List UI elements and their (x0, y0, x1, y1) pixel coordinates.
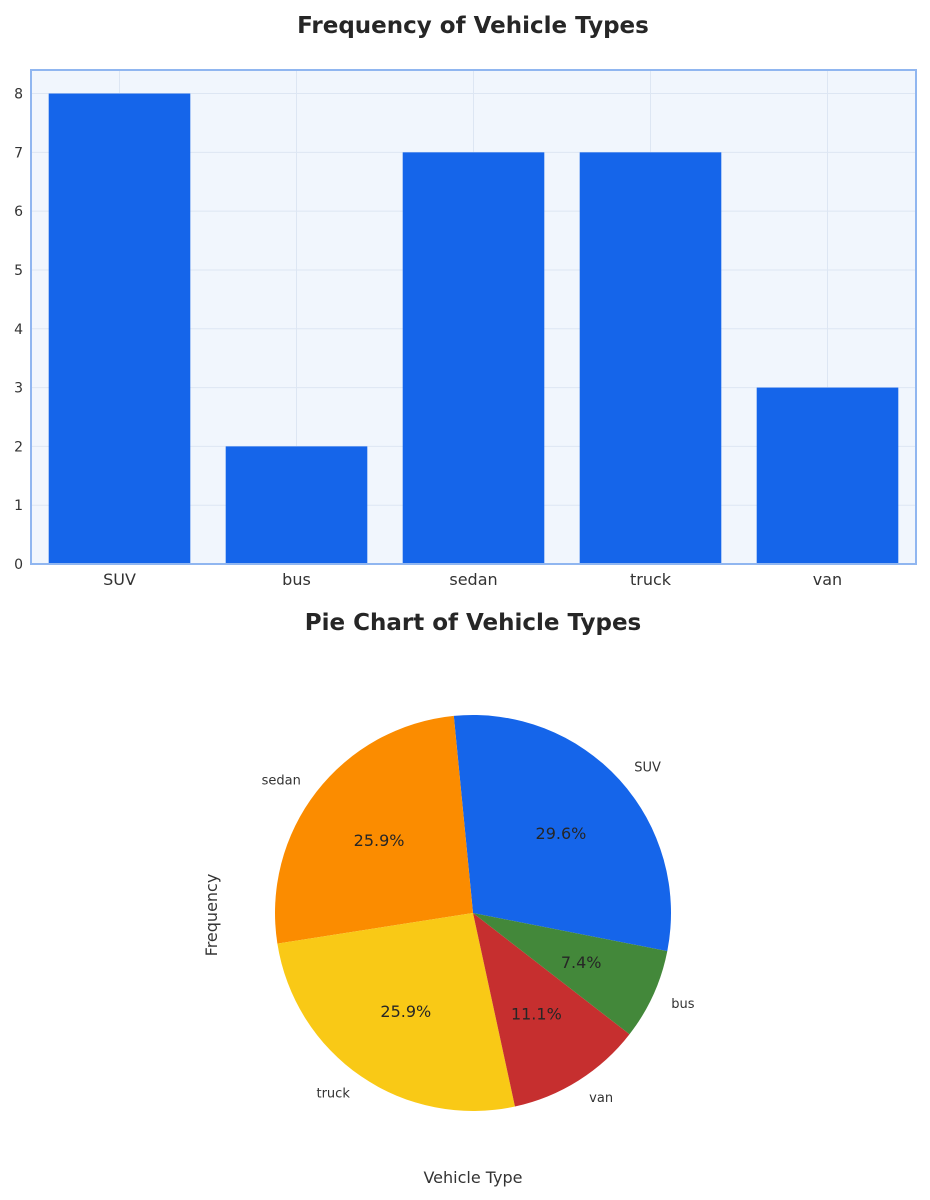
pie-y-axis-label: Frequency (202, 874, 221, 957)
bar-suv (48, 93, 191, 565)
bar-sedan (402, 152, 545, 565)
pie-label-sedan: sedan (262, 774, 301, 789)
bar-chart: 0 1 2 3 4 5 6 7 8 SUV bus sedan truck van (14, 69, 917, 589)
bar-y-tick-label: 0 (14, 557, 23, 573)
bar-x-tick-label: bus (282, 570, 311, 589)
pie-slice-truck (277, 913, 515, 1112)
pie-percent-suv: 29.6% (536, 824, 587, 843)
pie-percent-sedan: 25.9% (354, 831, 405, 850)
bar-y-tick-label: 1 (14, 498, 23, 514)
bar-y-tick-label: 3 (14, 381, 23, 397)
bar-x-tick-label: sedan (449, 570, 497, 589)
pie-chart-title: Pie Chart of Vehicle Types (305, 610, 642, 636)
bar-x-tick-label: SUV (103, 570, 136, 589)
pie-percent-van: 11.1% (511, 1004, 562, 1023)
bar-y-tick-label: 5 (14, 263, 23, 279)
bar-chart-title: Frequency of Vehicle Types (297, 13, 649, 39)
pie-x-axis-label: Vehicle Type (423, 1168, 522, 1187)
pie-slice-sedan (275, 715, 473, 944)
bar-y-ticks: 0 1 2 3 4 5 6 7 8 (14, 87, 23, 573)
bar-y-tick-label: 7 (14, 145, 23, 161)
bar-x-ticks: SUV bus sedan truck van (103, 570, 842, 589)
bar-y-tick-label: 8 (14, 87, 23, 103)
pie-percent-truck: 25.9% (380, 1002, 431, 1021)
bar-plot-frame (30, 69, 917, 565)
bar-x-tick-label: truck (630, 570, 672, 589)
pie-label-truck: truck (316, 1087, 350, 1102)
pie-label-van: van (589, 1091, 613, 1106)
pie-slice-bus (473, 913, 668, 1035)
bar-bus (225, 446, 368, 564)
bar-y-tick-label: 2 (14, 439, 23, 455)
pie-slice-van (473, 913, 630, 1107)
pie-slice-suv (453, 714, 671, 952)
bar-van (756, 387, 899, 564)
bar-y-tick-label: 4 (14, 322, 23, 338)
pie-label-bus: bus (671, 997, 694, 1012)
pie-percent-bus: 7.4% (561, 953, 602, 972)
pie-chart: SUV 29.6% sedan 25.9% truck 25.9% van 11.1% bus 7… (262, 714, 695, 1112)
bar-x-tick-label: van (813, 570, 842, 589)
bar-y-tick-label: 6 (14, 204, 23, 220)
bar-truck (579, 152, 722, 565)
bar-bars (48, 93, 899, 565)
pie-label-suv: SUV (634, 761, 661, 776)
